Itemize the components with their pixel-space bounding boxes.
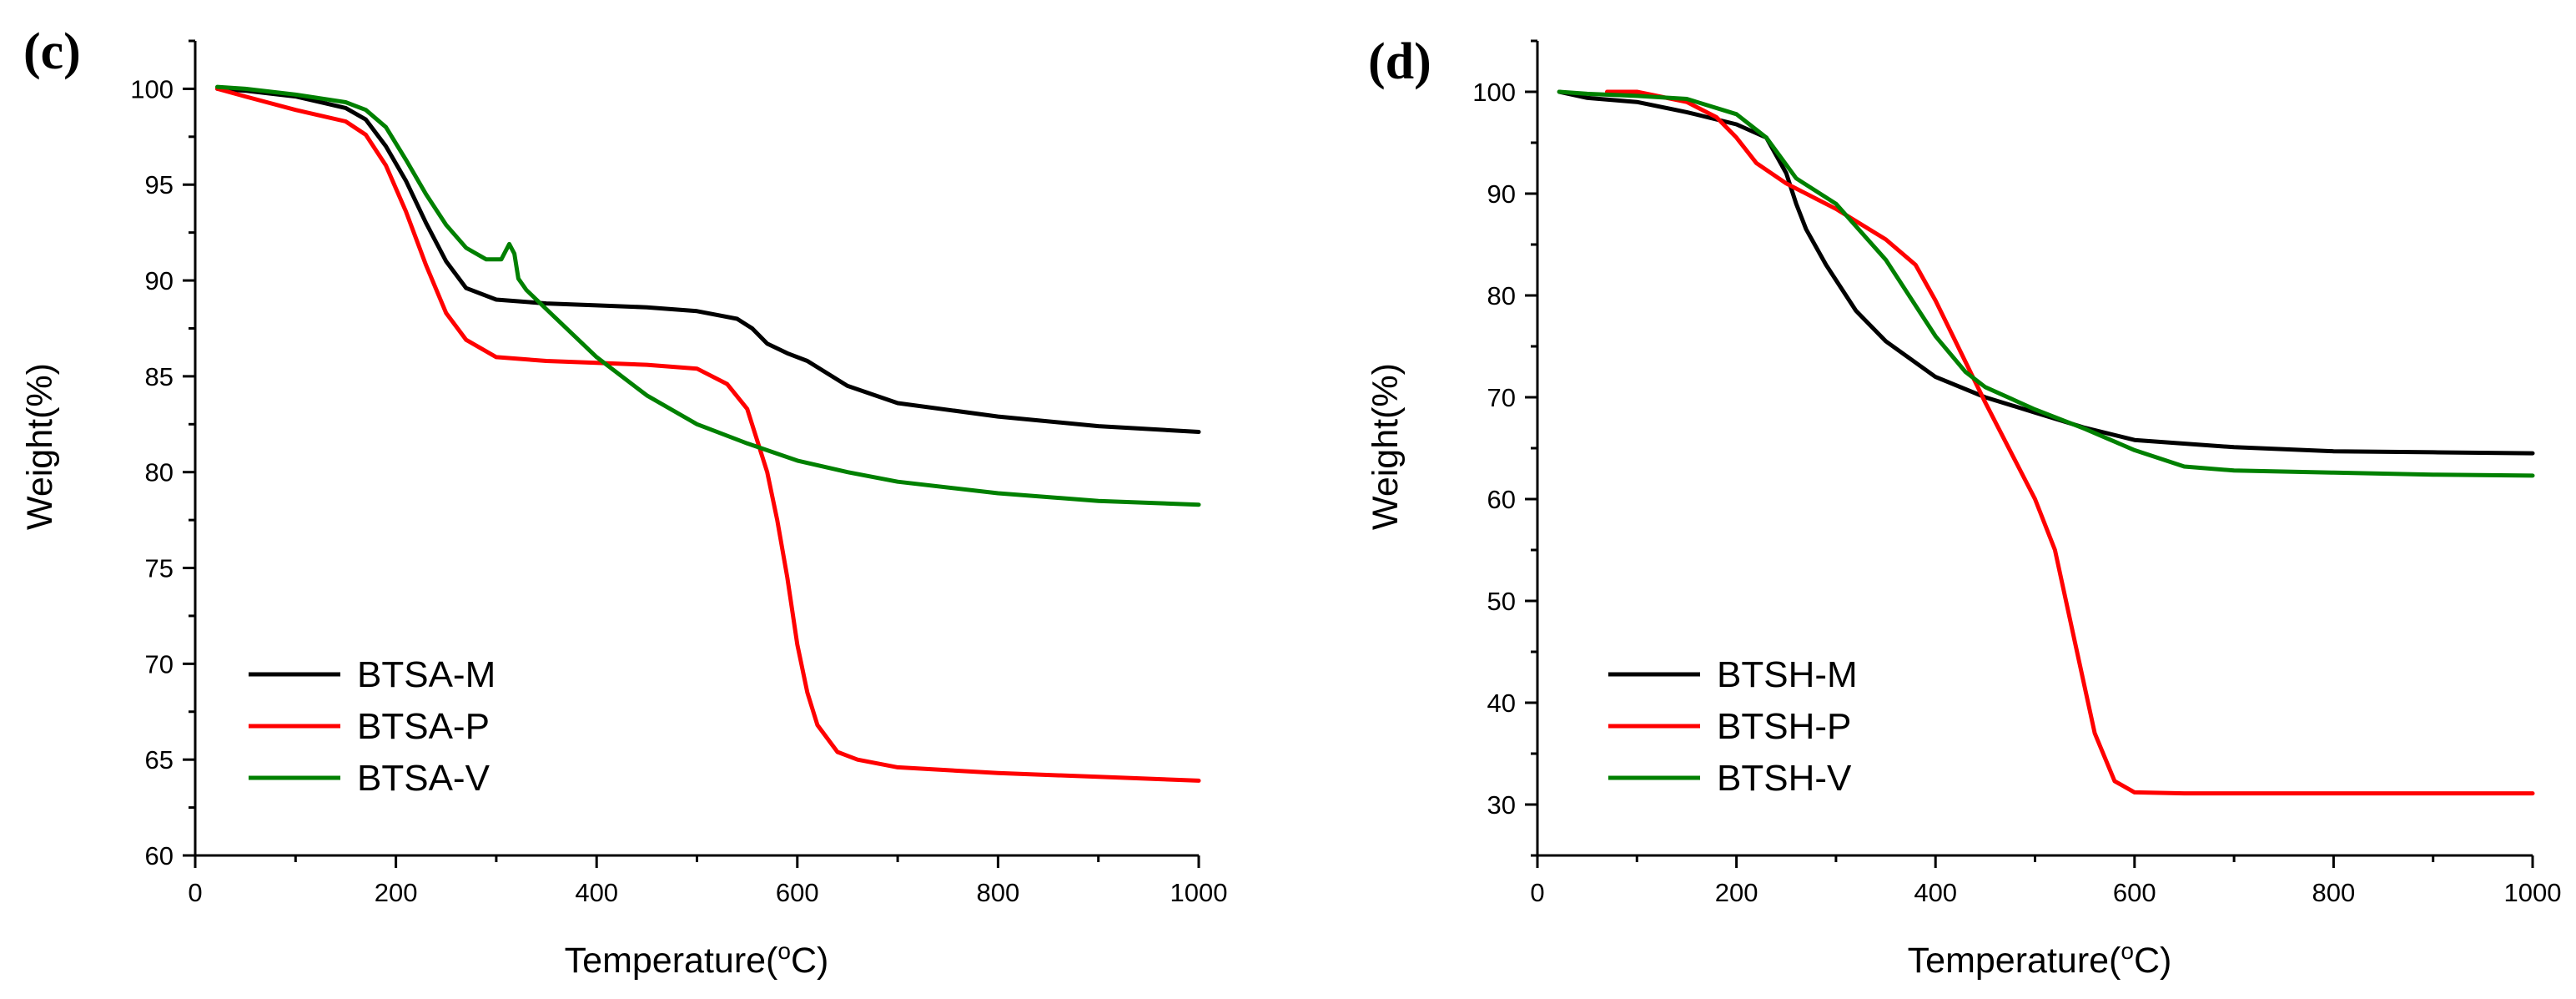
x-tick-label: 1000 — [1170, 878, 1228, 907]
y-axis-title: Weight(%) — [20, 363, 60, 530]
x-tick-label: 400 — [1914, 878, 1957, 907]
y-tick-label: 80 — [1487, 281, 1516, 310]
y-tick-label: 80 — [145, 458, 174, 487]
legend-label: BTSA-V — [357, 758, 491, 799]
y-tick-label: 70 — [1487, 383, 1516, 412]
x-axis-title-superscript: o — [2121, 938, 2134, 964]
x-tick-label: 800 — [2312, 878, 2356, 907]
y-tick-label: 60 — [145, 841, 174, 870]
series-line-btsa-v — [215, 84, 1201, 507]
y-tick-label: 95 — [145, 170, 174, 199]
x-tick-label: 600 — [776, 878, 819, 907]
y-tick-label: 30 — [1487, 790, 1516, 820]
x-axis-title: Temperature(oC) — [565, 938, 829, 981]
y-tick-label: 50 — [1487, 587, 1516, 616]
x-axis-title: Temperature(oC) — [1908, 938, 2172, 981]
x-tick-label: 200 — [375, 878, 418, 907]
y-axis-title: Weight(%) — [1366, 363, 1406, 530]
panel-label: (d) — [1368, 33, 1431, 90]
x-tick-label: 0 — [1530, 878, 1544, 907]
legend-label: BTSH-M — [1717, 654, 1858, 695]
x-tick-label: 600 — [2113, 878, 2156, 907]
y-tick-label: 100 — [1472, 78, 1516, 107]
y-tick-label: 65 — [145, 745, 174, 774]
x-axis-title-unit: C) — [791, 941, 828, 981]
series-line-btsh-m — [1557, 89, 2535, 456]
legend-label: BTSA-M — [357, 654, 496, 695]
x-tick-label: 1000 — [2504, 878, 2562, 907]
legend-label: BTSH-V — [1717, 758, 1852, 799]
x-axis-title-unit: C) — [2134, 941, 2171, 981]
legend-label: BTSA-P — [357, 706, 490, 747]
x-axis-title-text: Temperature( — [1908, 941, 2121, 981]
y-tick-label: 85 — [145, 362, 174, 391]
x-tick-label: 800 — [977, 878, 1020, 907]
y-tick-label: 75 — [145, 554, 174, 583]
y-tick-label: 100 — [130, 74, 174, 103]
x-tick-label: 200 — [1715, 878, 1758, 907]
chart-panel-c: 0 200 400 600 800 1000 60 65 70 75 80 85 90 95 100 BTSA… — [20, 23, 1227, 981]
y-tick-label: 70 — [145, 649, 174, 679]
panel-label: (c) — [23, 23, 81, 80]
legend-label: BTSH-P — [1717, 706, 1851, 747]
y-tick-label: 40 — [1487, 689, 1516, 718]
y-tick-label: 60 — [1487, 485, 1516, 514]
x-tick-label: 0 — [188, 878, 202, 907]
series-line-btsa-p — [215, 86, 1201, 783]
series-line-btsh-v — [1557, 89, 2535, 478]
y-tick-label: 90 — [1487, 179, 1516, 209]
x-axis-title-superscript: o — [777, 938, 791, 964]
x-axis-title-text: Temperature( — [565, 941, 778, 981]
y-tick-label: 90 — [145, 266, 174, 295]
series-line-btsh-p — [1605, 89, 2535, 796]
series-line-btsa-m — [215, 86, 1201, 434]
chart-panel-d: 0 200 400 600 800 1000 30 40 50 60 70 80 90 100 BTSH-M… — [1366, 33, 2561, 981]
x-tick-label: 400 — [575, 878, 618, 907]
